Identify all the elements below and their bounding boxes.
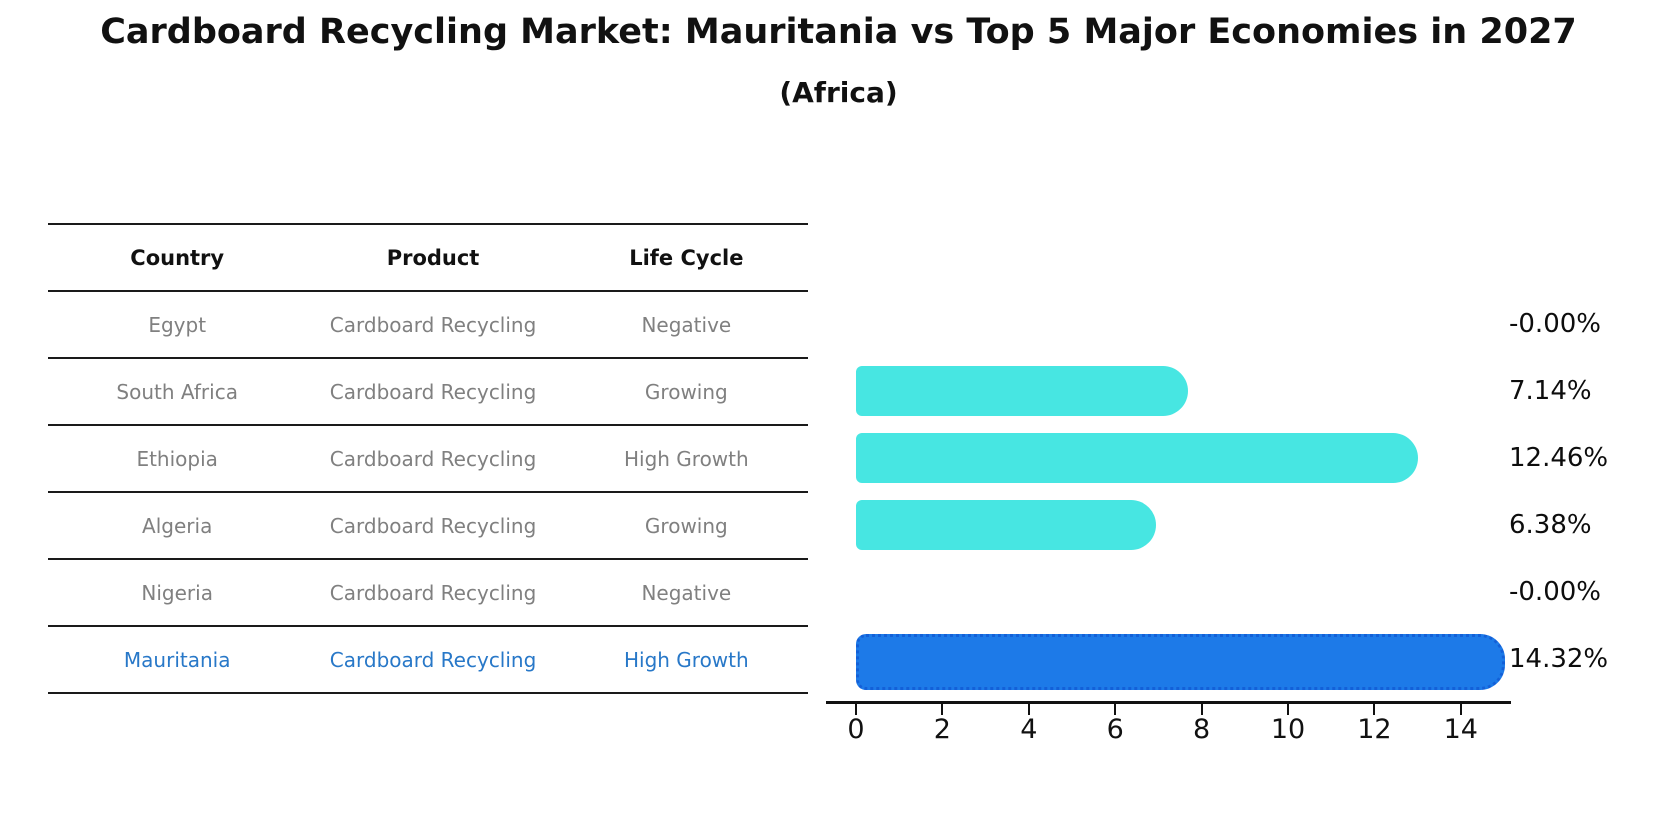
column-header-life-cycle: Life Cycle [629,245,744,270]
x-axis-tick [1459,704,1462,715]
bar-south-africa [856,365,1189,416]
cell-life-cycle: Growing [644,513,728,538]
cell-life-cycle: Negative [641,580,732,605]
bar-value-label: 7.14% [1509,375,1592,406]
cell-life-cycle: High Growth [623,446,749,471]
table-row-highlighted: Mauritania Cardboard Recycling High Grow… [48,627,808,694]
cell-life-cycle: Negative [641,312,732,337]
x-axis-tick-label: 6 [1106,714,1124,745]
cell-product: Cardboard Recycling [329,647,537,672]
table-row: Algeria Cardboard Recycling Growing [48,493,808,560]
x-axis-tick-label: 4 [1020,714,1038,745]
bar-ethiopia [856,432,1419,483]
bar-value-label: -0.00% [1509,308,1601,339]
country-table: Country Product Life Cycle Egypt Cardboa… [48,223,808,694]
table-row: Ethiopia Cardboard Recycling High Growth [48,426,808,493]
table-header-row: Country Product Life Cycle [48,225,808,292]
cell-life-cycle: High Growth [623,647,749,672]
x-axis-line [826,701,1511,704]
cell-life-cycle: Growing [644,379,728,404]
x-axis-tick [1027,704,1030,715]
x-axis-tick [1373,704,1376,715]
column-header-product: Product [386,245,480,270]
cell-country: Algeria [142,513,213,538]
cell-country: South Africa [116,379,238,404]
cell-country: Egypt [148,312,207,337]
cell-country: Mauritania [123,647,231,672]
bar-value-label: 14.32% [1509,643,1609,674]
bar-value-label: 12.46% [1509,442,1609,473]
cell-product: Cardboard Recycling [329,379,537,404]
chart-title: Cardboard Recycling Market: Mauritania v… [100,12,1577,52]
bar-value-label: -0.00% [1509,576,1601,607]
table-row: South Africa Cardboard Recycling Growing [48,359,808,426]
column-header-country: Country [130,245,225,270]
chart-subtitle: (Africa) [779,76,898,109]
x-axis-tick-label: 8 [1193,714,1211,745]
table-row: Nigeria Cardboard Recycling Negative [48,560,808,627]
cell-product: Cardboard Recycling [329,513,537,538]
table-row: Egypt Cardboard Recycling Negative [48,292,808,359]
x-axis-tick-label: 14 [1443,714,1478,745]
cell-country: Ethiopia [136,446,218,471]
x-axis-tick [1287,704,1289,715]
x-axis-tick [1114,704,1117,715]
cell-country: Nigeria [141,580,213,605]
cell-product: Cardboard Recycling [329,580,537,605]
cell-product: Cardboard Recycling [329,446,537,471]
cell-product: Cardboard Recycling [329,312,537,337]
x-axis-tick [941,704,944,715]
x-axis-tick-label: 12 [1357,714,1392,745]
x-axis-tick-label: 2 [933,714,951,745]
x-axis-tick [855,704,857,715]
x-axis-tick-label: 0 [847,714,865,745]
bar-algeria [856,499,1156,550]
x-axis-tick [1200,704,1203,715]
bar-mauritania-highlighted [856,633,1505,690]
bar-value-label: 6.38% [1509,509,1592,540]
x-axis-tick-label: 10 [1270,714,1306,745]
